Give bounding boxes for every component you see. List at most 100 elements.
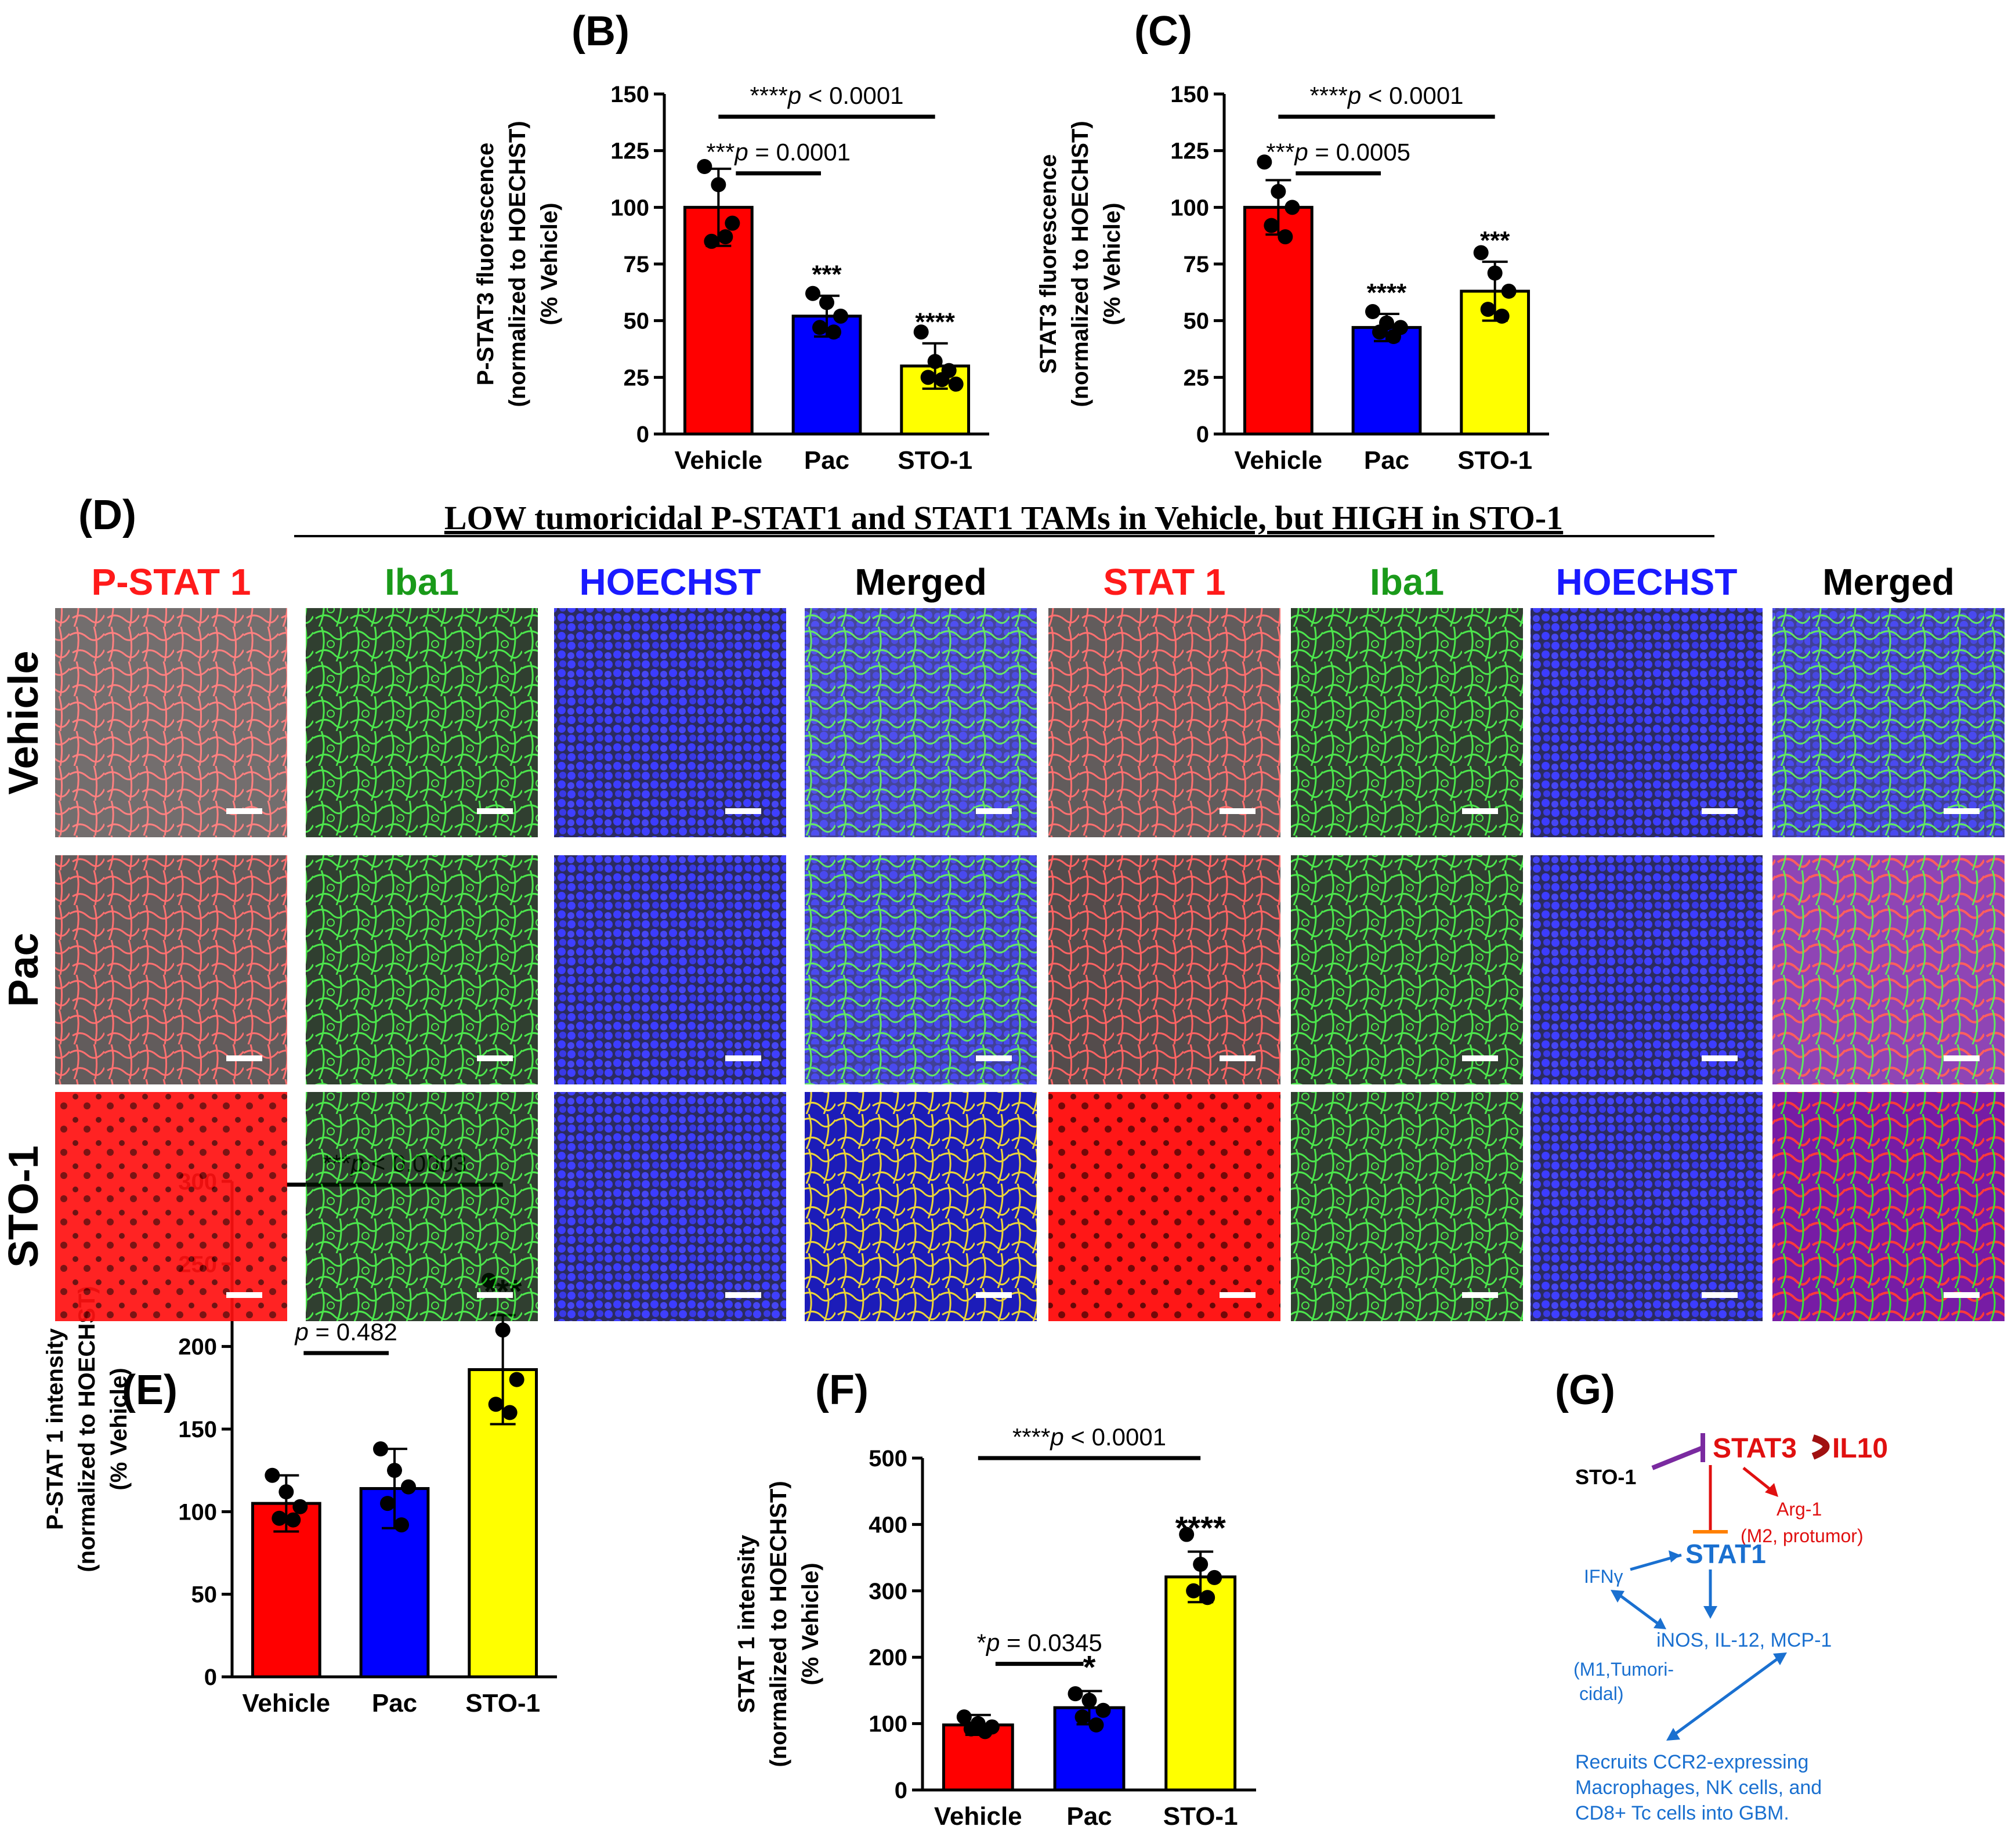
il10-loop-arrow (1811, 1434, 1830, 1460)
x-tick-label-e: Pac (372, 1689, 417, 1717)
micrograph-cell-blue (1531, 855, 1763, 1084)
micrograph-cell-red (55, 855, 287, 1084)
y-axis-label-f: (% Vehicle) (798, 1563, 823, 1685)
y-tick-label-f: 400 (869, 1512, 907, 1538)
scale-bar (1702, 808, 1738, 814)
y-tick-label-c: 100 (1170, 195, 1209, 220)
x-tick-label-c: STO-1 (1457, 446, 1532, 475)
micrograph-cell-blue (1531, 1092, 1763, 1321)
data-point-c (1264, 218, 1279, 233)
p-value: < 0.0001 (1064, 1423, 1166, 1451)
p-value: = 0.482 (309, 1318, 397, 1346)
data-point-f (1200, 1590, 1215, 1605)
data-point-b (725, 215, 740, 231)
micrograph-column-label: Merged (1822, 561, 1955, 603)
data-point-e (488, 1397, 504, 1412)
p-symbol: p (985, 1629, 1000, 1657)
data-point-b (934, 372, 950, 388)
micrograph-cell-red (55, 1092, 287, 1321)
bar-significance-f: * (1083, 1649, 1096, 1686)
data-point-f (1088, 1717, 1104, 1733)
scale-bar (725, 1055, 761, 1061)
data-point-b (718, 229, 733, 245)
panel-label-c: (C) (1134, 8, 1192, 55)
micrograph-cell-red (55, 608, 287, 837)
scale-bar (725, 808, 761, 814)
p-value: = 0.0005 (1308, 139, 1410, 166)
y-axis-label-c: (normalized to HOECHST) (1068, 121, 1093, 407)
p-symbol: p (1293, 139, 1308, 166)
data-point-f (1081, 1693, 1097, 1708)
p-symbol: p (1347, 82, 1361, 109)
y-tick-label-f: 100 (869, 1712, 907, 1737)
y-axis-label-c: STAT3 fluorescence (1036, 154, 1061, 374)
data-point-e (387, 1463, 402, 1478)
data-point-b (948, 377, 964, 392)
data-point-e (495, 1322, 511, 1338)
micrograph-cell-green (306, 855, 538, 1084)
data-point-b (927, 353, 943, 369)
data-point-b (920, 370, 936, 385)
scale-bar (1462, 1292, 1498, 1298)
data-point-f (1095, 1702, 1111, 1718)
x-tick-label-c: Pac (1364, 446, 1409, 475)
data-point-c (1480, 302, 1496, 317)
data-point-e (509, 1372, 524, 1387)
data-point-b (805, 285, 820, 301)
data-point-e (502, 1405, 518, 1420)
data-point-b (826, 324, 841, 340)
y-tick-label-c: 150 (1170, 82, 1209, 107)
scale-bar (1220, 1292, 1256, 1298)
micrograph-cell-green (1291, 608, 1523, 837)
significance-label-c: ***p = 0.0005 (1266, 139, 1410, 166)
data-point-b (711, 177, 726, 193)
micrograph-cell-merged (1772, 608, 2005, 837)
micrograph-cell-blue (1531, 608, 1763, 837)
micrograph-cell-green (306, 608, 538, 837)
bar-significance-b: *** (812, 261, 842, 289)
scale-bar (976, 808, 1012, 814)
y-axis-label-b: (% Vehicle) (537, 202, 562, 325)
significance-label-f: ****p < 0.0001 (1012, 1423, 1166, 1451)
data-point-c (1372, 324, 1387, 340)
y-axis-label-c: (% Vehicle) (1099, 202, 1125, 325)
x-tick-label-b: Vehicle (674, 446, 762, 475)
significance-label-e: p = 0.482 (294, 1318, 397, 1346)
micrograph-column-label: HOECHST (580, 561, 761, 603)
panel-label-b: (B) (571, 8, 629, 55)
panel-label-e: (E) (122, 1367, 178, 1413)
y-tick-label-f: 0 (895, 1778, 907, 1803)
p-symbol: p (787, 82, 801, 109)
micrograph-cell-red (1048, 855, 1280, 1084)
diagram-il10: IL10 (1832, 1433, 1888, 1464)
scale-bar (477, 1292, 513, 1298)
micrograph-column-label: Iba1 (385, 561, 459, 603)
data-point-f (977, 1724, 993, 1739)
bar-significance-f: **** (1175, 1509, 1226, 1546)
micrograph-grid: P-STAT 1 Iba1 HOECHST Merged STAT 1 Iba1 HOECH… (1, 561, 2005, 1321)
y-tick-label-f: 200 (869, 1645, 907, 1670)
micrograph-cell-merged (1772, 855, 2005, 1084)
p-symbol: p (733, 139, 748, 166)
diagram-recruit-line1: Recruits CCR2-expressing (1575, 1751, 1808, 1773)
data-point-c (1494, 308, 1510, 324)
significance-label-c: ****p < 0.0001 (1309, 82, 1463, 109)
data-point-c (1278, 229, 1293, 245)
data-point-b (819, 295, 834, 310)
data-point-c (1365, 304, 1380, 320)
scale-bar (1702, 1292, 1738, 1298)
y-tick-label-b: 75 (624, 252, 650, 277)
micrograph-title: LOW tumoricidal P-STAT1 and STAT1 TAMs i… (444, 499, 1563, 537)
scale-bar (477, 808, 513, 814)
panel-label-f: (F) (815, 1367, 869, 1413)
x-tick-label-b: Pac (804, 446, 849, 475)
scale-bar (976, 1292, 1012, 1298)
bar-significance-c: *** (1480, 226, 1510, 255)
significance-stars: **** (1309, 82, 1347, 109)
micrograph-cell-merged (805, 608, 1037, 837)
diagram-sto1: STO-1 (1575, 1465, 1636, 1489)
diagram-stat3: STAT3 (1713, 1433, 1797, 1464)
x-tick-label-f: Vehicle (934, 1802, 1022, 1831)
y-axis-label-e: (% Vehicle) (106, 1368, 132, 1490)
